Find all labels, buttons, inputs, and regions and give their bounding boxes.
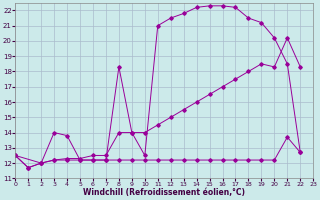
X-axis label: Windchill (Refroidissement éolien,°C): Windchill (Refroidissement éolien,°C) bbox=[83, 188, 245, 197]
